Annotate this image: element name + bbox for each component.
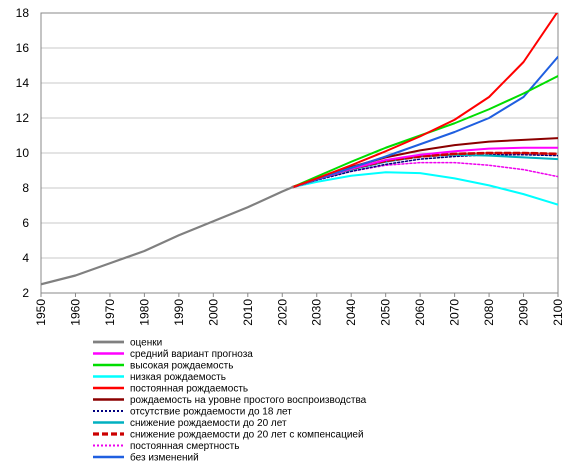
y-tick-label: 6 [22, 216, 29, 230]
x-tick-label: 2010 [241, 299, 255, 326]
y-tick-label: 10 [16, 146, 30, 160]
series-line [291, 154, 558, 188]
y-tick-label: 14 [16, 76, 30, 90]
legend-label: без изменений [130, 452, 199, 464]
legend-label: постоянная смертность [130, 441, 239, 452]
series-line [291, 55, 558, 189]
legend-label: рождаемость на уровне простого воспроизв… [130, 395, 367, 406]
x-tick-label: 1990 [172, 299, 186, 326]
legend-label: оценки [130, 338, 162, 349]
legend-label: высокая рождаемость [130, 361, 233, 372]
legend-label: постоянная рождаемость [130, 384, 248, 395]
plot-area-frame [40, 12, 559, 294]
x-tick-label: 1970 [103, 299, 117, 326]
legend-label: низкая рождаемость [130, 372, 226, 383]
x-tick-label: 2020 [275, 299, 289, 326]
legend-label: снижение рождаемости до 20 лет с компенс… [130, 430, 364, 441]
legend-label: снижение рождаемости до 20 лет [130, 418, 287, 429]
x-tick-label: 2030 [310, 299, 324, 326]
series-line [41, 186, 294, 286]
y-tick-label: 16 [16, 41, 30, 55]
legend-label: отсутствие рождаемости до 18 лет [130, 407, 292, 418]
x-tick-label: 2070 [448, 299, 462, 326]
y-tick-label: 2 [22, 286, 29, 300]
x-tick-label: 2100 [551, 299, 565, 326]
y-tick-label: 12 [16, 111, 30, 125]
y-tick-label: 8 [22, 181, 29, 195]
x-tick-label: 2000 [206, 299, 220, 326]
series-line [291, 75, 558, 189]
x-tick-label: 2080 [482, 299, 496, 326]
x-tick-label: 2050 [379, 299, 393, 326]
x-tick-label: 1950 [34, 299, 48, 326]
x-tick-label: 2060 [413, 299, 427, 326]
series-line [291, 13, 558, 189]
series-line [291, 171, 558, 206]
y-tick-label: 4 [22, 251, 29, 265]
x-tick-label: 2040 [344, 299, 358, 326]
legend-label: средний вариант прогноза [130, 349, 253, 360]
y-tick-label: 18 [16, 6, 30, 20]
x-tick-label: 2090 [517, 299, 531, 326]
x-tick-label: 1960 [68, 299, 82, 326]
x-tick-label: 1980 [137, 299, 151, 326]
